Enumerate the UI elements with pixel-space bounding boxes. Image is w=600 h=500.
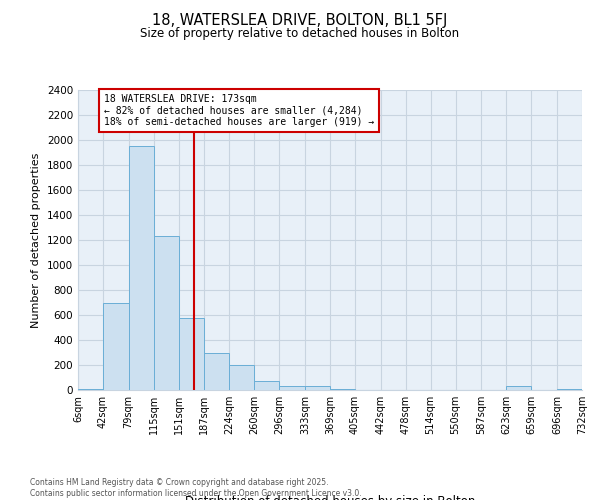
Bar (254, 380, 280, 390)
Bar (305, 386, 330, 390)
Bar (506, 386, 532, 390)
Bar (557, 389, 582, 390)
Bar (280, 386, 305, 390)
Bar (103, 302, 128, 390)
Bar (330, 389, 355, 390)
Text: 18 WATERSLEA DRIVE: 173sqm
← 82% of detached houses are smaller (4,284)
18% of s: 18 WATERSLEA DRIVE: 173sqm ← 82% of deta… (104, 94, 374, 127)
Y-axis label: Number of detached properties: Number of detached properties (31, 152, 41, 328)
Bar (179, 318, 203, 390)
Text: Size of property relative to detached houses in Bolton: Size of property relative to detached ho… (140, 28, 460, 40)
Bar (203, 352, 229, 390)
X-axis label: Distribution of detached houses by size in Bolton: Distribution of detached houses by size … (185, 496, 475, 500)
Bar (229, 365, 254, 390)
Bar (154, 236, 179, 390)
Text: 18, WATERSLEA DRIVE, BOLTON, BL1 5FJ: 18, WATERSLEA DRIVE, BOLTON, BL1 5FJ (152, 12, 448, 28)
Text: Contains HM Land Registry data © Crown copyright and database right 2025.
Contai: Contains HM Land Registry data © Crown c… (30, 478, 362, 498)
Bar (128, 146, 154, 390)
